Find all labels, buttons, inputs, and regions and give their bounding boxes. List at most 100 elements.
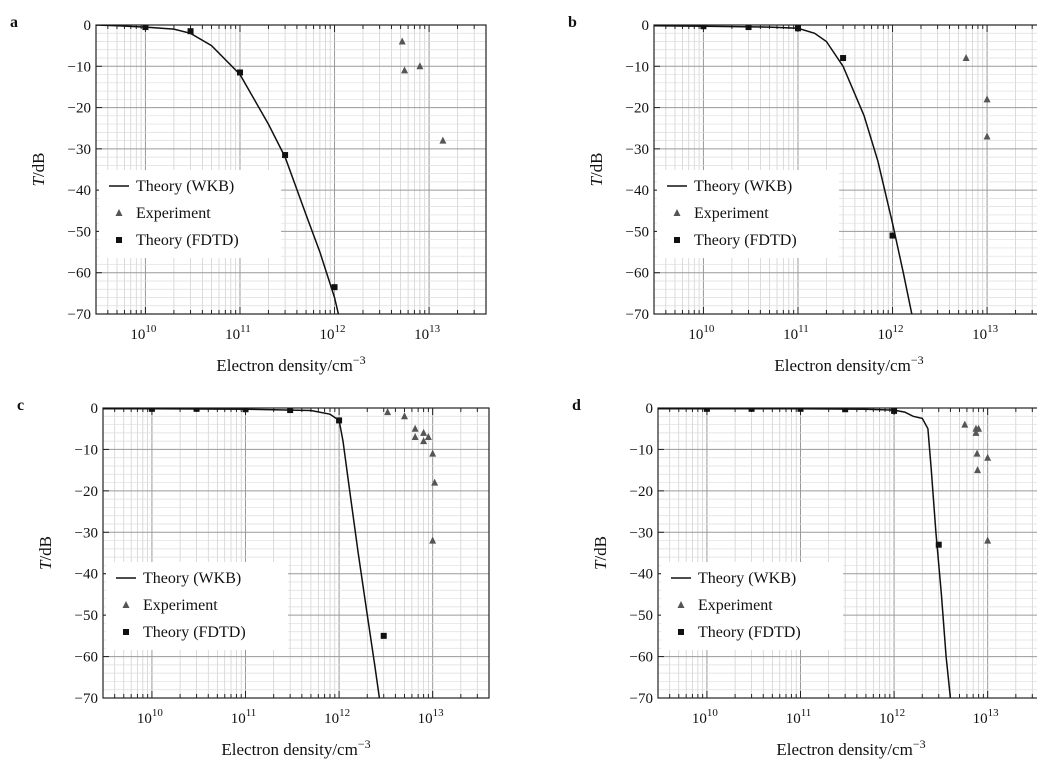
y-tick-label: −70 [75, 691, 98, 707]
y-tick-label: −40 [630, 567, 653, 583]
legend-square-symbol [116, 237, 122, 243]
chart-panel-b: 0 −10 −20 −30 −40 −50 −60 −70 1010 1011 1012 1013 El… [568, 14, 1037, 375]
experiment-point [429, 536, 437, 544]
fdtd-point [797, 408, 804, 412]
experiment-point [962, 54, 970, 62]
experiment-point [384, 408, 392, 416]
experiment-point [401, 66, 409, 74]
fdtd-point [889, 232, 896, 239]
fdtd-point [748, 408, 755, 412]
experiment-point [420, 437, 428, 445]
series-line-wkb [658, 408, 952, 698]
legend-box [661, 562, 843, 650]
experiment-point [411, 433, 419, 440]
legend-triangle-symbol [677, 601, 685, 608]
panel-letter: b [568, 14, 577, 31]
plot-frame [95, 24, 487, 315]
x-axis-label: Electron density/cm−3 [774, 353, 923, 375]
legend-entry: Theory (WKB) [143, 570, 241, 587]
legend-entry: Theory (FDTD) [694, 232, 797, 249]
y-tick-label: −30 [626, 142, 649, 158]
fdtd-point [282, 152, 289, 159]
fdtd-point [331, 284, 338, 291]
y-tick-label: 0 [84, 18, 92, 34]
y-tick-label: −20 [626, 101, 649, 117]
x-tick-label: 1011 [225, 323, 251, 343]
x-tick-label: 1010 [130, 323, 157, 343]
x-axis-label: Electron density/cm−3 [221, 737, 370, 759]
fdtd-point [287, 408, 294, 414]
y-tick-label: −70 [626, 307, 649, 323]
y-tick-label: −60 [68, 266, 91, 282]
x-tick-label: 1010 [688, 323, 715, 343]
series-group [103, 408, 439, 698]
experiment-point [420, 428, 428, 436]
x-tick-label: 1013 [414, 323, 441, 343]
experiment-point [411, 424, 419, 432]
fdtd-point [187, 28, 194, 35]
legend-box [106, 562, 288, 650]
legend-entry: Experiment [694, 205, 769, 222]
legend-entry: Experiment [143, 597, 218, 614]
series-group [96, 25, 447, 314]
fdtd-point [193, 408, 200, 412]
y-tick-label: −70 [630, 691, 653, 707]
experiment-point [961, 420, 969, 428]
experiment-point [983, 132, 991, 140]
fdtd-point [142, 25, 149, 31]
fdtd-point [935, 541, 942, 548]
experiment-point [974, 466, 982, 474]
y-tick-label: −50 [626, 224, 649, 240]
experiment-point [983, 95, 991, 103]
fdtd-point [794, 25, 801, 32]
legend-entry: Theory (WKB) [136, 178, 234, 195]
y-tick-label: −50 [75, 608, 98, 624]
x-tick-label: 1011 [786, 707, 812, 727]
x-tick-label: 1012 [878, 323, 904, 343]
fdtd-point [700, 25, 707, 30]
y-axis-label: T/dB [587, 152, 606, 186]
legend-entry: Theory (FDTD) [698, 624, 801, 641]
y-tick-label: 0 [642, 18, 650, 34]
chart-panel-a: 0 −10 −20 −30 −40 −50 −60 −70 1010 1011 1012 1013 El… [10, 14, 487, 375]
y-tick-label: −10 [75, 442, 98, 458]
y-tick-label: −60 [75, 650, 98, 666]
panel-letter: d [572, 397, 581, 414]
fdtd-point [840, 55, 847, 62]
legend-entry: Experiment [698, 597, 773, 614]
experiment-point [429, 449, 437, 457]
y-tick-label: −30 [630, 525, 653, 541]
plot-frame [102, 407, 490, 699]
y-tick-label: −40 [75, 567, 98, 583]
y-tick-label: −10 [630, 442, 653, 458]
experiment-point [400, 412, 408, 420]
panel-letter: a [10, 14, 18, 31]
experiment-point [424, 433, 432, 440]
y-tick-label: −40 [68, 183, 91, 199]
y-tick-label: −50 [68, 224, 91, 240]
y-tick-label: −20 [630, 484, 653, 500]
experiment-point [973, 449, 981, 457]
experiment-point [972, 428, 980, 436]
x-tick-label: 1013 [418, 707, 445, 727]
y-tick-label: −30 [68, 142, 91, 158]
y-tick-label: −60 [626, 266, 649, 282]
y-tick-label: −40 [626, 183, 649, 199]
y-tick-label: −20 [68, 101, 91, 117]
experiment-point [431, 478, 439, 486]
y-tick-label: −50 [630, 608, 653, 624]
legend-square-symbol [123, 629, 129, 635]
plot-frame [657, 407, 1037, 699]
x-tick-label: 1011 [783, 323, 809, 343]
fdtd-point [380, 632, 387, 639]
experiment-point [416, 62, 424, 70]
y-tick-label: −60 [630, 650, 653, 666]
y-tick-label: 0 [646, 401, 654, 417]
series-line-wkb [654, 25, 913, 314]
fdtd-point [891, 408, 898, 414]
legend-square-symbol [678, 629, 684, 635]
chart-panel-c: 0 −10 −20 −30 −40 −50 −60 −70 1010 1011 1012 1013 El… [17, 397, 490, 759]
experiment-point [975, 424, 983, 432]
y-axis-label: T/dB [29, 152, 48, 186]
series-line-wkb [103, 408, 381, 698]
